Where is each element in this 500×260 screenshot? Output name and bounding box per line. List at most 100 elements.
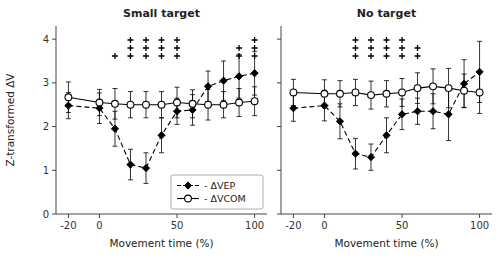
error-bar xyxy=(159,92,164,118)
point xyxy=(430,83,437,90)
point xyxy=(220,77,227,84)
error-bar xyxy=(66,82,71,113)
y-tick xyxy=(52,39,56,40)
y-tick-label: 2 xyxy=(43,121,49,132)
plot-area xyxy=(290,37,483,170)
point xyxy=(251,70,258,77)
y-tick-label: 4 xyxy=(43,34,49,45)
error-bar xyxy=(337,81,342,107)
point xyxy=(174,99,181,106)
point xyxy=(112,100,119,107)
point xyxy=(399,89,406,96)
point xyxy=(367,154,374,161)
point xyxy=(321,90,328,97)
error-bar xyxy=(400,78,405,106)
significance-marker xyxy=(252,37,258,59)
point xyxy=(158,101,165,108)
y-axis xyxy=(281,26,282,214)
x-tick xyxy=(99,214,100,218)
legend-box xyxy=(171,175,263,209)
x-tick-label: 100 xyxy=(470,220,489,231)
significance-marker xyxy=(384,37,390,59)
legend-label: - ΔVEP xyxy=(204,180,235,191)
x-tick-label: 0 xyxy=(321,220,327,231)
error-bar xyxy=(112,89,117,120)
point xyxy=(383,90,390,97)
point xyxy=(96,99,103,106)
point xyxy=(476,89,483,96)
significance-marker xyxy=(415,45,421,59)
error-bar xyxy=(97,89,102,115)
y-axis xyxy=(56,26,57,214)
x-axis-label: Movement time (%) xyxy=(109,237,213,249)
point xyxy=(143,101,150,108)
significance-marker xyxy=(159,37,165,59)
x-axis xyxy=(281,214,492,215)
significance-marker xyxy=(236,45,242,59)
point xyxy=(235,73,242,80)
error-bar xyxy=(252,87,257,116)
error-bar xyxy=(384,81,389,107)
x-tick-label: 50 xyxy=(171,220,184,231)
error-bar xyxy=(175,87,180,118)
legend-item: - ΔVEP xyxy=(177,180,235,191)
series xyxy=(290,41,483,170)
error-bar xyxy=(322,80,327,108)
y-tick xyxy=(52,170,56,171)
legend-marker xyxy=(184,182,191,189)
title: No target xyxy=(357,7,416,20)
error-bar xyxy=(368,81,373,109)
x-tick xyxy=(68,214,69,218)
error-bar xyxy=(206,89,211,120)
significance-marker xyxy=(127,37,133,59)
y-axis-label: Z-transformed ΔV xyxy=(4,73,16,167)
x-tick-label: 100 xyxy=(245,220,264,231)
point xyxy=(461,87,468,94)
point xyxy=(414,85,421,92)
point xyxy=(445,85,452,92)
y-tick-label: 3 xyxy=(43,77,49,88)
point xyxy=(205,101,212,108)
point xyxy=(220,101,227,108)
x-tick-label: -20 xyxy=(285,220,301,231)
point xyxy=(414,108,421,115)
y-tick-label: 1 xyxy=(43,165,49,176)
x-tick xyxy=(402,214,403,218)
error-bar xyxy=(221,92,226,118)
series-line xyxy=(293,72,479,157)
point xyxy=(142,164,149,171)
point xyxy=(352,89,359,96)
x-tick xyxy=(254,214,255,218)
panel: Small target01234-20050100Movement time … xyxy=(4,7,267,249)
error-bar xyxy=(143,92,148,118)
point xyxy=(352,150,359,157)
x-tick xyxy=(293,214,294,218)
error-bar xyxy=(446,68,451,107)
legend: - ΔVEP - ΔVCOM xyxy=(171,175,263,209)
point xyxy=(429,108,436,115)
legend-marker xyxy=(185,195,192,202)
series xyxy=(65,51,258,183)
title: Small target xyxy=(123,7,200,20)
series-line xyxy=(68,73,254,168)
error-bar xyxy=(291,79,296,105)
point xyxy=(204,83,211,90)
point xyxy=(383,132,390,139)
significance-marker xyxy=(399,37,405,59)
series xyxy=(290,68,483,113)
y-tick xyxy=(277,170,281,171)
error-bar xyxy=(128,92,133,118)
error-bar xyxy=(190,90,195,118)
error-bar xyxy=(477,71,482,113)
point xyxy=(127,101,134,108)
significance-marker xyxy=(174,37,180,59)
x-tick xyxy=(324,214,325,218)
legend-item: - ΔVCOM xyxy=(177,193,246,204)
point xyxy=(236,99,243,106)
panel: No target-20050100Movement time (%) xyxy=(277,7,492,249)
series xyxy=(65,82,258,120)
error-bar xyxy=(353,79,358,105)
error-bar xyxy=(237,89,242,117)
y-tick xyxy=(277,214,281,215)
point xyxy=(127,161,134,168)
